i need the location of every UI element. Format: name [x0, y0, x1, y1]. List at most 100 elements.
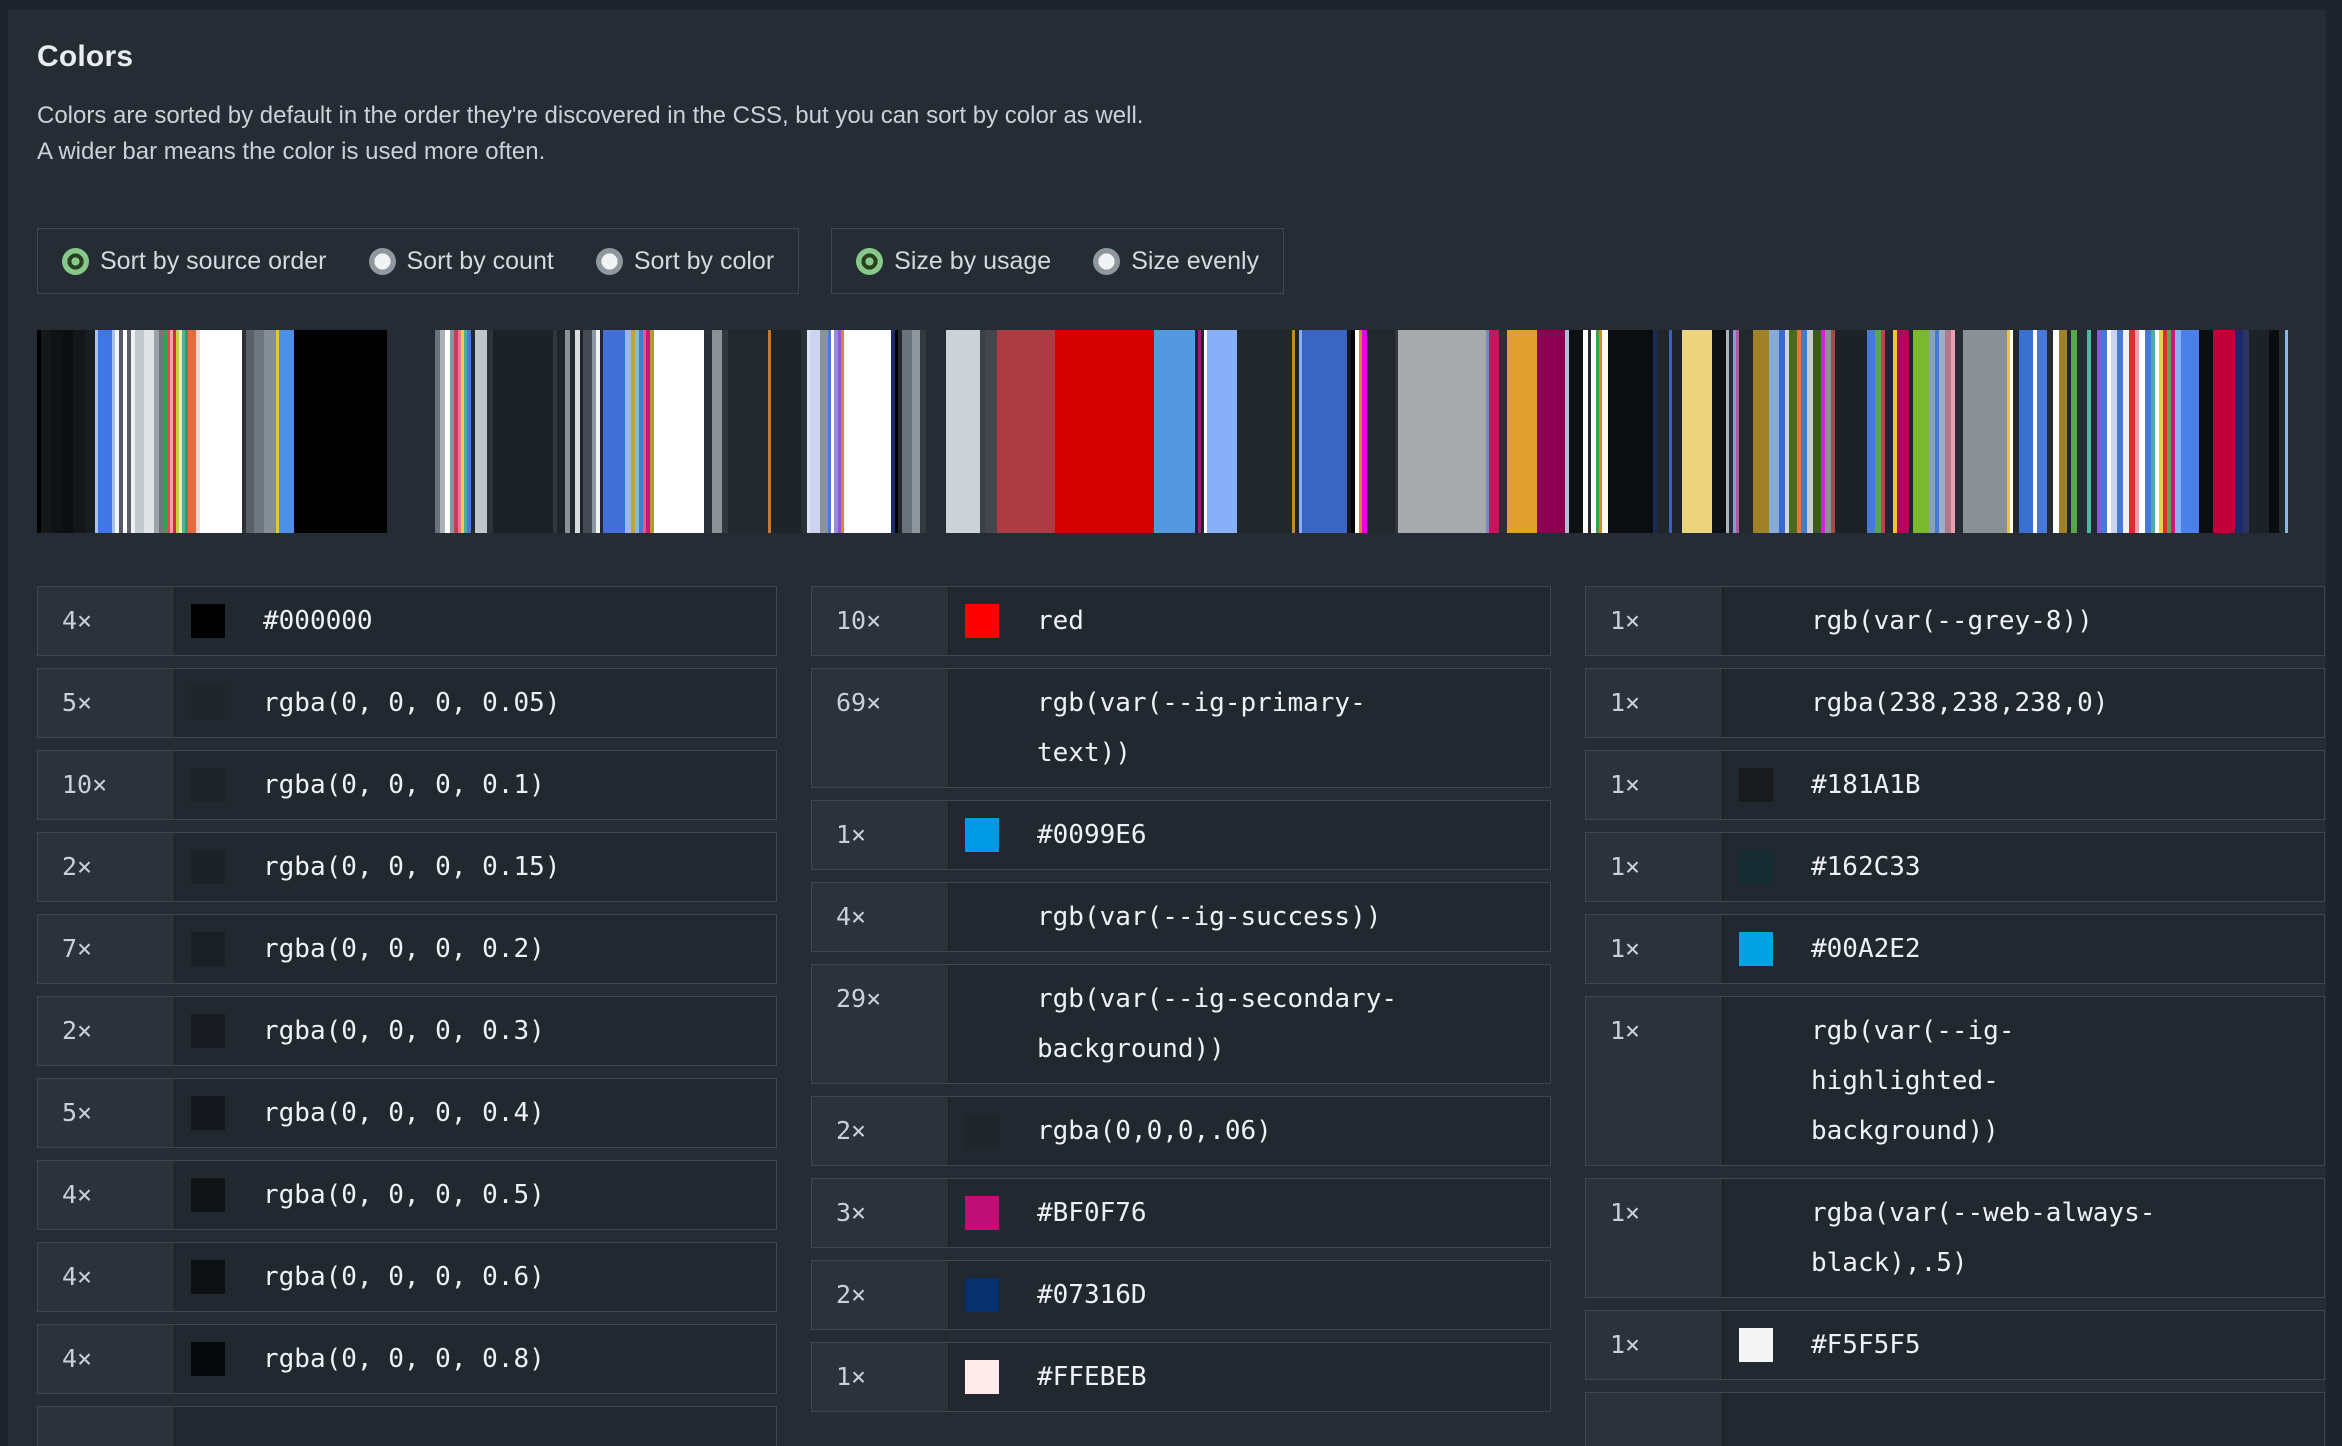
color-bar	[1939, 330, 1945, 533]
color-bar	[635, 330, 639, 533]
color-bar	[810, 330, 820, 533]
color-bar	[246, 330, 254, 533]
color-swatch	[191, 686, 225, 720]
color-bar	[1797, 330, 1801, 533]
color-bar	[801, 330, 807, 533]
color-bar	[1913, 330, 1929, 533]
color-bar	[1897, 330, 1909, 533]
color-bar	[841, 330, 844, 533]
color-bar	[1351, 330, 1355, 533]
color-row: 5× rgba(0, 0, 0, 0.4)	[37, 1078, 777, 1148]
color-bar	[276, 330, 279, 533]
color-bar	[1299, 330, 1302, 533]
color-swatch	[965, 818, 999, 852]
color-bar	[450, 330, 454, 533]
sort-options-group: Sort by source order Sort by count Sort …	[37, 228, 800, 294]
radio-option-label: Size evenly	[1131, 246, 1260, 275]
color-value: rgba(0,0,0,.06)	[1037, 1116, 1272, 1146]
color-bar	[580, 330, 583, 533]
color-value: rgba(0, 0, 0, 0.1)	[263, 770, 545, 800]
color-bar	[1945, 330, 1951, 533]
color-swatch	[191, 1014, 225, 1048]
color-bar	[170, 330, 173, 533]
usage-count: 1×	[1586, 833, 1723, 901]
usage-count: 10×	[812, 587, 949, 655]
radio-icon[interactable]	[1093, 247, 1121, 275]
color-bar	[1951, 330, 1955, 533]
radio-option[interactable]: Sort by color	[595, 247, 774, 276]
color-bar	[2285, 330, 2288, 533]
color-bar	[167, 330, 170, 533]
radio-option[interactable]: Sort by count	[368, 246, 554, 276]
radio-option-label: Sort by count	[406, 246, 554, 275]
color-value: rgba(0, 0, 0, 0.6)	[263, 1262, 545, 1292]
color-bar	[2047, 330, 2053, 533]
radio-icon[interactable]	[856, 247, 884, 275]
color-value-cell: rgba(0, 0, 0, 0.05)	[175, 669, 649, 737]
color-bar	[1292, 330, 1295, 533]
color-bar	[1569, 330, 1583, 533]
color-value-cell: rgba(0,0,0,.06)	[949, 1097, 1423, 1165]
color-bar	[570, 330, 575, 533]
color-swatch	[1739, 604, 1773, 638]
color-row: 1× #FFEBEB	[811, 1342, 1551, 1412]
color-bar	[1881, 330, 1885, 533]
color-bar	[838, 330, 841, 533]
color-bar	[891, 330, 895, 533]
radio-option[interactable]: Sort by source order	[62, 247, 327, 276]
color-bar	[1295, 330, 1299, 533]
usage-count: 4×	[812, 883, 949, 951]
controls-bar: Sort by source order Sort by count Sort …	[37, 228, 2326, 294]
color-bar	[1785, 330, 1789, 533]
color-bar	[1821, 330, 1825, 533]
color-bar	[1599, 330, 1602, 533]
color-bar	[1669, 330, 1672, 533]
usage-count: 3×	[812, 1179, 949, 1247]
color-bar	[565, 330, 570, 533]
color-value-cell: red	[949, 587, 1423, 655]
color-usage-strip[interactable]	[37, 330, 2288, 533]
color-bar	[1682, 330, 1712, 533]
color-bar	[844, 330, 847, 533]
color-bar	[2077, 330, 2087, 533]
color-bar	[185, 330, 188, 533]
color-bar	[294, 330, 387, 533]
color-value-cell: rgb(var(--ig-secondary-background))	[949, 965, 1423, 1083]
color-swatch	[191, 850, 225, 884]
usage-count: 2×	[812, 1261, 949, 1329]
color-bar	[643, 330, 646, 533]
color-bar	[1537, 330, 1565, 533]
color-swatch	[191, 1178, 225, 1212]
color-bar	[2019, 330, 2033, 533]
color-bar	[912, 330, 920, 533]
color-bar	[487, 330, 493, 533]
color-bar	[440, 330, 445, 533]
color-value: #07316D	[1037, 1280, 1147, 1310]
radio-option[interactable]: Size evenly	[1093, 247, 1259, 276]
radio-icon[interactable]	[62, 247, 89, 275]
color-bar	[115, 330, 119, 533]
color-value-cell: rgb(var(--ig-success))	[949, 883, 1423, 951]
color-row: 10× red	[811, 586, 1551, 656]
description-line-2: A wider bar means the color is used more…	[37, 138, 546, 165]
color-value-cell: rgba(238,238,238,0)	[1723, 669, 2197, 737]
color-bar	[1055, 330, 1154, 533]
radio-icon[interactable]	[368, 247, 396, 275]
radio-icon[interactable]	[595, 247, 623, 275]
color-bar	[159, 330, 164, 533]
color-bar	[1955, 330, 1963, 533]
color-bar	[631, 330, 635, 533]
color-bar	[650, 330, 654, 533]
radio-option[interactable]: Size by usage	[856, 247, 1051, 276]
color-bar	[1726, 330, 1729, 533]
color-bar	[2243, 330, 2249, 533]
usage-count: 5×	[38, 1079, 175, 1147]
color-bar	[583, 330, 592, 533]
colors-column: 4× #000000 5× rgba(0, 0, 0, 0.05) 10× rg…	[37, 586, 777, 1446]
color-swatch	[191, 1260, 225, 1294]
color-bar	[454, 330, 458, 533]
color-bar	[997, 330, 1055, 533]
color-bar	[1831, 330, 1835, 533]
color-bar	[2199, 330, 2213, 533]
color-row: 1× #00A2E2	[1585, 914, 2325, 984]
